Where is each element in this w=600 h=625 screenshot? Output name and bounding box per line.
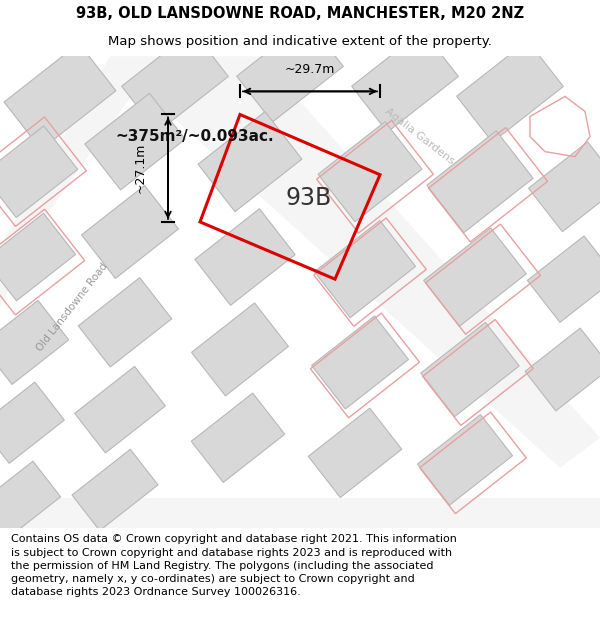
Polygon shape [78, 278, 172, 367]
Text: Map shows position and indicative extent of the property.: Map shows position and indicative extent… [108, 35, 492, 48]
Polygon shape [308, 408, 402, 498]
Text: Agalia Gardens: Agalia Gardens [383, 106, 457, 167]
Polygon shape [191, 303, 289, 396]
Polygon shape [0, 461, 61, 539]
Polygon shape [424, 228, 526, 326]
Polygon shape [191, 393, 285, 482]
Polygon shape [198, 112, 302, 212]
Text: ~27.1m: ~27.1m [133, 143, 146, 193]
Polygon shape [195, 209, 295, 306]
Polygon shape [122, 31, 229, 132]
Polygon shape [236, 21, 343, 122]
Text: Contains OS data © Crown copyright and database right 2021. This information
is : Contains OS data © Crown copyright and d… [11, 534, 457, 597]
Polygon shape [525, 328, 600, 411]
Polygon shape [0, 213, 76, 301]
Polygon shape [72, 449, 158, 531]
Polygon shape [421, 322, 519, 417]
Polygon shape [85, 93, 185, 190]
Polygon shape [318, 122, 422, 222]
Polygon shape [311, 316, 409, 409]
Polygon shape [150, 56, 600, 468]
Text: ~29.7m: ~29.7m [285, 62, 335, 76]
Text: 93B: 93B [286, 186, 332, 209]
Polygon shape [4, 43, 116, 149]
Polygon shape [0, 301, 69, 384]
Polygon shape [0, 382, 64, 463]
Polygon shape [82, 186, 178, 278]
Polygon shape [427, 131, 533, 232]
Text: Old Lansdowne Road: Old Lansdowne Road [34, 261, 110, 353]
Text: 93B, OLD LANSDOWNE ROAD, MANCHESTER, M20 2NZ: 93B, OLD LANSDOWNE ROAD, MANCHESTER, M20… [76, 6, 524, 21]
Polygon shape [74, 366, 166, 453]
Polygon shape [527, 236, 600, 322]
Polygon shape [314, 221, 416, 318]
Polygon shape [529, 142, 600, 232]
Polygon shape [0, 126, 77, 218]
Text: ~375m²/~0.093ac.: ~375m²/~0.093ac. [116, 129, 274, 144]
Polygon shape [418, 414, 512, 505]
Polygon shape [352, 31, 458, 132]
Polygon shape [0, 56, 160, 308]
Polygon shape [0, 498, 600, 528]
Polygon shape [457, 41, 563, 142]
